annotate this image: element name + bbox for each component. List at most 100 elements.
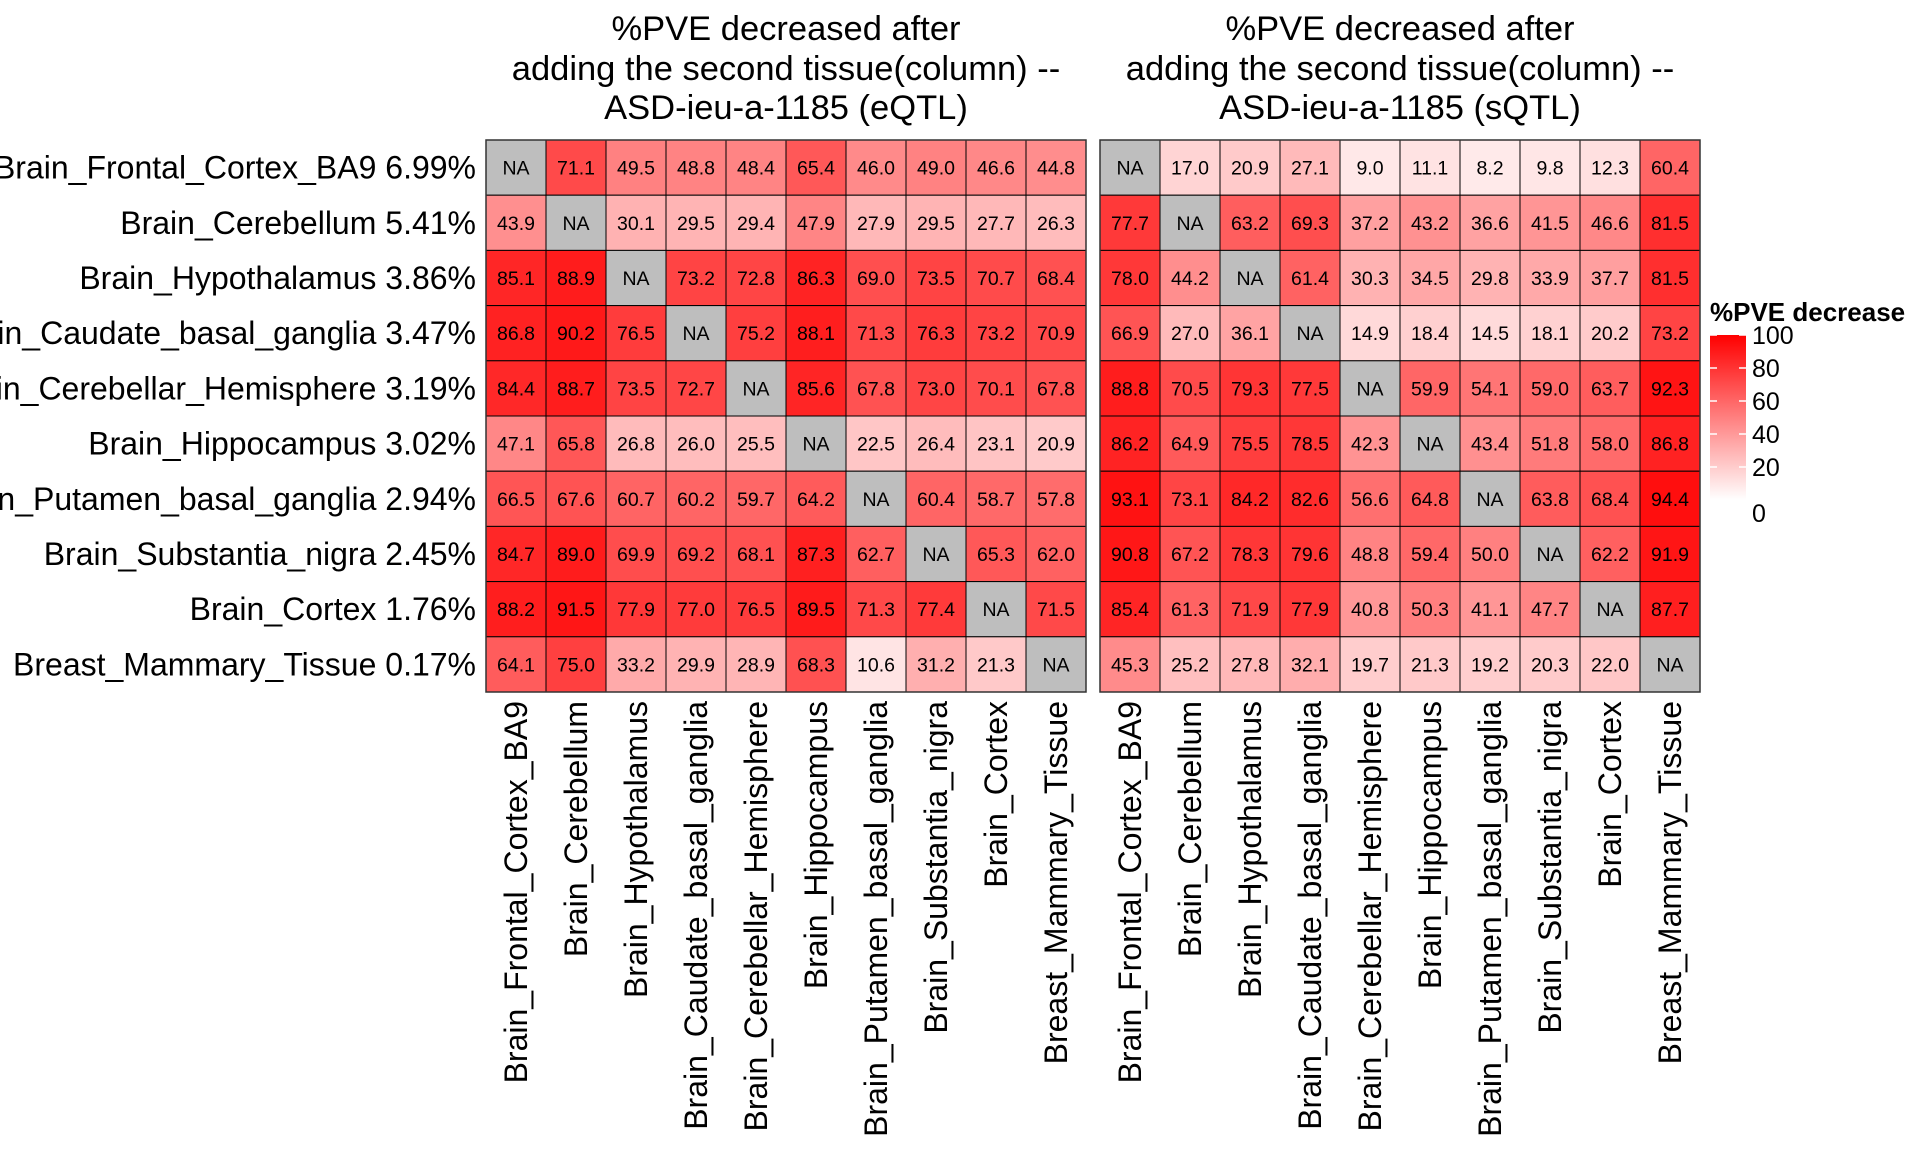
cell-value-label: 42.3 bbox=[1351, 434, 1389, 456]
cell-value-label: 70.1 bbox=[977, 378, 1015, 400]
cell-value-label: 76.5 bbox=[737, 599, 775, 621]
heatmap-cell bbox=[1639, 360, 1701, 417]
cell-value-label: 90.8 bbox=[1111, 544, 1149, 566]
cell-value-label: 27.7 bbox=[977, 213, 1015, 235]
cell-value-label: 73.1 bbox=[1171, 489, 1209, 511]
cell-value-label: NA bbox=[1416, 434, 1443, 456]
heatmap-cell bbox=[725, 581, 787, 638]
cell-value-label: 33.2 bbox=[617, 654, 655, 676]
heatmap-cell bbox=[1279, 525, 1341, 583]
heatmap-cell bbox=[965, 581, 1027, 638]
cell-value-label: 64.1 bbox=[497, 654, 535, 676]
heatmap-cell bbox=[905, 581, 967, 638]
cell-value-label: 84.7 bbox=[497, 544, 535, 566]
cell-value-label: 47.7 bbox=[1531, 599, 1569, 621]
cell-value-label: 70.5 bbox=[1171, 378, 1209, 400]
cell-value-label: 75.2 bbox=[737, 323, 775, 345]
heatmap-cell bbox=[1339, 525, 1401, 583]
cell-value-label: 61.3 bbox=[1171, 599, 1209, 621]
heatmap-cell bbox=[1519, 525, 1581, 583]
cell-value-label: NA bbox=[742, 378, 769, 400]
cell-value-label: 72.7 bbox=[677, 378, 715, 400]
cell-value-label: 20.9 bbox=[1037, 434, 1075, 456]
panel-2-column-label: Brain_Frontal_Cortex_BA9 bbox=[1112, 701, 1148, 1083]
heatmap-cell bbox=[1399, 194, 1461, 251]
heatmap-cell bbox=[1339, 194, 1401, 251]
cell-value-label: 73.2 bbox=[977, 323, 1015, 345]
heatmap-cell bbox=[965, 470, 1027, 527]
cell-value-label: 90.2 bbox=[557, 323, 595, 345]
heatmap-cell bbox=[1219, 636, 1281, 693]
heatmap-cell bbox=[1519, 415, 1581, 472]
cell-value-label: 88.2 bbox=[497, 599, 535, 621]
heatmap-cell bbox=[1279, 249, 1341, 307]
cell-value-label: NA bbox=[682, 323, 709, 345]
cell-value-label: 23.1 bbox=[977, 434, 1015, 456]
heatmap-cell bbox=[1159, 636, 1221, 693]
panel-2-column-label: Brain_Hippocampus bbox=[1412, 701, 1448, 989]
cell-value-label: 92.3 bbox=[1651, 378, 1689, 400]
row-label: Brain_Caudate_basal_ganglia 3.47% bbox=[0, 315, 476, 351]
cell-value-label: 84.2 bbox=[1231, 489, 1269, 511]
heatmap-cell bbox=[965, 360, 1027, 417]
cell-value-label: 71.5 bbox=[1037, 599, 1075, 621]
heatmap-cell bbox=[845, 305, 907, 362]
cell-value-label: 43.2 bbox=[1411, 213, 1449, 235]
heatmap-cell bbox=[905, 194, 967, 251]
cell-value-label: 73.2 bbox=[1651, 323, 1689, 345]
heatmap-cell bbox=[485, 305, 547, 362]
cell-value-label: 26.0 bbox=[677, 434, 715, 456]
heatmap-cell bbox=[1025, 360, 1087, 417]
cell-value-label: 88.9 bbox=[557, 268, 595, 290]
panel-2-column-label: Brain_Cerebellum bbox=[1172, 701, 1208, 957]
panel-2-column-label: Brain_Cerebellar_Hemisphere bbox=[1352, 701, 1388, 1131]
heatmap-cell bbox=[1639, 249, 1701, 307]
heatmap-cell bbox=[1579, 415, 1641, 472]
heatmap-cell bbox=[485, 415, 547, 472]
heatmap-cell bbox=[1159, 525, 1221, 583]
cell-value-label: 85.6 bbox=[797, 378, 835, 400]
cell-value-label: 86.8 bbox=[497, 323, 535, 345]
heatmap-cell bbox=[1025, 305, 1087, 362]
heatmap-cell bbox=[1519, 305, 1581, 362]
cell-value-label: 73.5 bbox=[617, 378, 655, 400]
cell-value-label: 77.0 bbox=[677, 599, 715, 621]
heatmap-cell bbox=[1579, 525, 1641, 583]
cell-value-label: 69.2 bbox=[677, 544, 715, 566]
panel-1-column-label: Brain_Cerebellar_Hemisphere bbox=[738, 701, 774, 1131]
heatmap-cell bbox=[665, 470, 727, 527]
heatmap-cell bbox=[965, 194, 1027, 251]
heatmap-cell bbox=[1219, 249, 1281, 307]
heatmap-cell bbox=[665, 581, 727, 638]
cell-value-label: 70.9 bbox=[1037, 323, 1075, 345]
cell-value-label: 68.3 bbox=[797, 654, 835, 676]
heatmap-cell bbox=[845, 525, 907, 583]
heatmap-cell bbox=[1099, 194, 1161, 251]
panel-1-column-label: Brain_Caudate_basal_ganglia bbox=[678, 701, 714, 1130]
heatmap-cell bbox=[485, 470, 547, 527]
heatmap-cell bbox=[785, 194, 847, 251]
cell-value-label: 59.0 bbox=[1531, 378, 1569, 400]
cell-value-label: 11.1 bbox=[1412, 158, 1449, 180]
cell-value-label: 84.4 bbox=[497, 378, 535, 400]
heatmap-cell bbox=[1519, 194, 1581, 251]
panel-2-column-label: Breast_Mammary_Tissue bbox=[1652, 701, 1688, 1064]
cell-value-label: 77.7 bbox=[1111, 213, 1149, 235]
panel-1-column-label: Brain_Cerebellum bbox=[558, 701, 594, 957]
cell-value-label: 73.5 bbox=[917, 268, 955, 290]
heatmap-cell bbox=[1279, 415, 1341, 472]
heatmap-cell bbox=[665, 194, 727, 251]
cell-value-label: 91.9 bbox=[1651, 544, 1689, 566]
heatmap-cell bbox=[785, 470, 847, 527]
cell-value-label: NA bbox=[502, 158, 529, 180]
heatmap-cell bbox=[605, 581, 667, 638]
heatmap-cell bbox=[1459, 636, 1521, 693]
cell-value-label: 29.5 bbox=[917, 213, 955, 235]
row-label: Brain_Frontal_Cortex_BA9 6.99% bbox=[0, 150, 476, 186]
cell-value-label: 46.6 bbox=[977, 158, 1015, 180]
cell-value-label: 47.9 bbox=[797, 213, 835, 235]
cell-value-label: 60.4 bbox=[1651, 158, 1689, 180]
cell-value-label: 81.5 bbox=[1651, 213, 1689, 235]
cell-value-label: NA bbox=[1236, 268, 1263, 290]
